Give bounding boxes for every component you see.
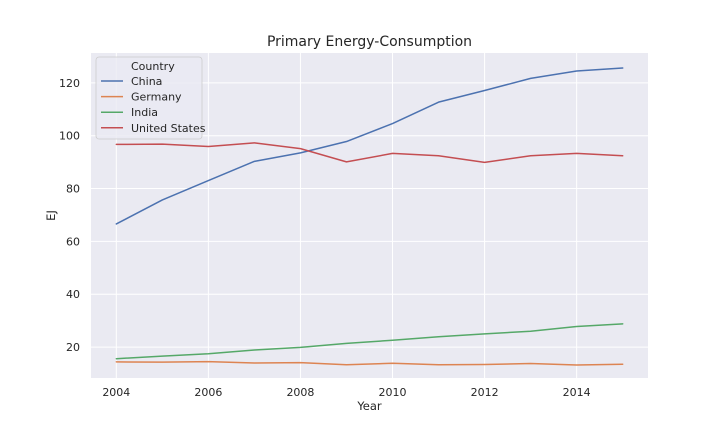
series-line-united-states [115, 142, 624, 164]
legend-box [95, 56, 203, 140]
x-tick-label: 2012 [471, 386, 499, 399]
series-line-germany [115, 360, 624, 366]
legend-label-china: China [131, 75, 162, 88]
gridlines [91, 53, 648, 378]
x-tick-label: 2006 [194, 386, 222, 399]
x-tick-label: 2008 [286, 386, 314, 399]
x-tick-label: 2004 [102, 386, 130, 399]
x-tick-label: 2014 [563, 386, 591, 399]
legend: Country China Germany India United States [95, 56, 206, 140]
y-tick-label: 120 [59, 77, 80, 90]
y-tick-labels: 20 40 60 80 100 120 [59, 77, 80, 354]
series-line-china [115, 67, 624, 225]
legend-label-united-states: United States [131, 122, 206, 135]
legend-label-india: India [131, 106, 158, 119]
x-tick-labels: 2004 2006 2008 2010 2012 2014 [102, 386, 590, 399]
y-tick-label: 80 [66, 183, 80, 196]
x-tick-label: 2010 [379, 386, 407, 399]
y-tick-label: 60 [66, 235, 80, 248]
chart-title: Primary Energy-Consumption [267, 34, 472, 50]
y-tick-label: 20 [66, 341, 80, 354]
y-tick-label: 40 [66, 288, 80, 301]
legend-items: China Germany India United States [101, 75, 206, 135]
series-lines [115, 67, 624, 366]
legend-label-germany: Germany [131, 91, 182, 104]
y-tick-label: 100 [59, 130, 80, 143]
y-axis-label: EJ [44, 210, 58, 221]
x-axis-label: Year [356, 399, 382, 413]
series-line-india [115, 323, 624, 360]
legend-title: Country [131, 60, 175, 73]
